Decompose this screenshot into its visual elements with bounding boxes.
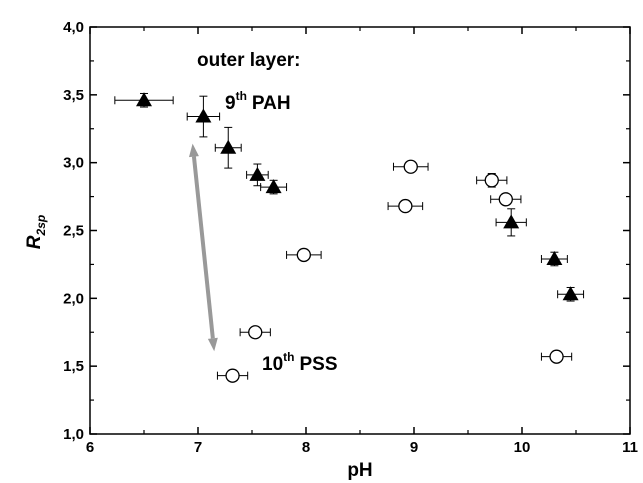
annotation-pss-sup: th bbox=[283, 350, 294, 364]
y-axis-title-sub: 2sp bbox=[34, 215, 48, 237]
annotation-pss-num: 10 bbox=[262, 354, 283, 375]
circle-data-point bbox=[476, 173, 508, 188]
triangle-data-point bbox=[114, 92, 174, 108]
plot-frame bbox=[89, 26, 631, 435]
triangle-data-point bbox=[186, 95, 221, 138]
circle-marker bbox=[484, 173, 499, 188]
double-arrow-head-top bbox=[188, 143, 199, 158]
triangle-marker bbox=[546, 250, 563, 265]
annotation-pah: 9th PAH bbox=[225, 89, 291, 114]
x-tick-label: 11 bbox=[622, 439, 638, 456]
axis-ticks: 6 7 8 9 10 11 1,0 1,5 2,0 2,5 3,0 3,5 4,0 bbox=[63, 19, 638, 456]
circle-data-point bbox=[490, 192, 522, 207]
y-tick-label: 2,5 bbox=[63, 223, 84, 240]
triangle-marker bbox=[503, 214, 520, 229]
circle-data-point bbox=[387, 198, 424, 214]
circle-data-point bbox=[540, 349, 573, 364]
y-axis-title-main: R bbox=[24, 235, 45, 249]
annotation-pah-sup: th bbox=[236, 89, 247, 103]
y-tick-label: 3,0 bbox=[63, 155, 84, 172]
annotation-pss-label: PSS bbox=[299, 354, 337, 375]
circle-marker bbox=[296, 247, 311, 263]
x-axis-title: pH bbox=[347, 460, 372, 481]
triangle-marker bbox=[249, 166, 266, 181]
triangle-data-point bbox=[214, 126, 242, 169]
annotation-outer-layer: outer layer: bbox=[197, 50, 300, 71]
y-axis-title: R2sp bbox=[24, 215, 48, 249]
annotation-pah-label: PAH bbox=[252, 93, 291, 114]
triangle-data-point bbox=[540, 250, 568, 267]
circle-marker bbox=[549, 349, 564, 364]
triangle-marker bbox=[136, 92, 152, 107]
triangle-marker bbox=[195, 108, 212, 123]
annotation-pss: 10th PSS bbox=[262, 350, 338, 375]
circle-data-point bbox=[286, 247, 322, 263]
points-layer bbox=[114, 92, 585, 383]
circle-data-point bbox=[239, 325, 271, 340]
triangle-data-point bbox=[260, 179, 288, 195]
arrow-layer bbox=[188, 143, 218, 352]
circle-marker bbox=[398, 198, 413, 214]
x-tick-label: 8 bbox=[302, 439, 310, 456]
triangle-marker bbox=[562, 286, 579, 301]
double-arrow-shaft bbox=[191, 156, 215, 339]
y-tick-label: 3,5 bbox=[63, 87, 84, 104]
circle-data-point bbox=[216, 368, 249, 383]
triangle-marker bbox=[265, 179, 282, 194]
triangle-data-point bbox=[246, 163, 269, 187]
triangle-data-point bbox=[557, 286, 585, 302]
y-tick-label: 2,0 bbox=[63, 290, 84, 307]
x-tick-label: 7 bbox=[194, 439, 202, 456]
circle-data-point bbox=[392, 159, 429, 174]
circle-marker bbox=[225, 368, 240, 383]
double-arrow-head-bottom bbox=[207, 337, 218, 352]
triangle-marker bbox=[220, 139, 237, 154]
triangle-data-point bbox=[495, 208, 527, 237]
circle-marker bbox=[248, 325, 263, 340]
x-tick-label: 6 bbox=[86, 439, 94, 456]
x-tick-label: 10 bbox=[514, 439, 531, 456]
circle-marker bbox=[403, 159, 418, 174]
y-tick-label: 4,0 bbox=[63, 19, 84, 36]
y-tick-label: 1,5 bbox=[63, 358, 84, 375]
x-tick-label: 9 bbox=[410, 439, 418, 456]
circle-marker bbox=[498, 192, 513, 207]
annotation-pah-num: 9 bbox=[225, 93, 236, 114]
y-tick-label: 1,0 bbox=[63, 426, 84, 443]
